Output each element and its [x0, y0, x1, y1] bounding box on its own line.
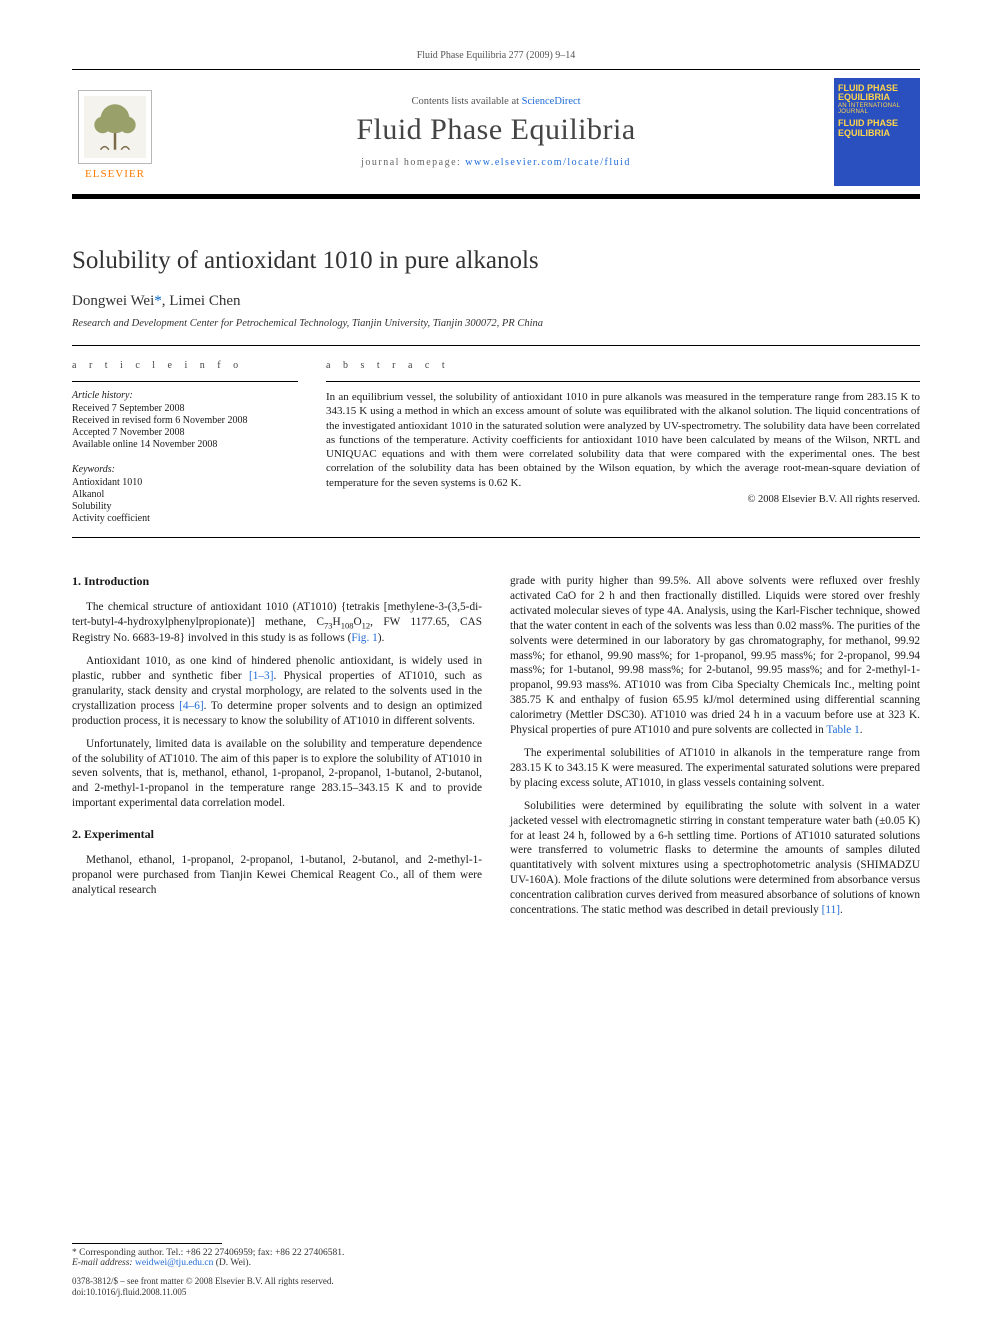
sciencedirect-link[interactable]: ScienceDirect [522, 96, 581, 107]
s1-p1: The chemical structure of antioxidant 10… [72, 600, 482, 646]
cover-title-line2: EQUILIBRIA [838, 93, 916, 102]
col2-p3: Solubilities were determined by equilibr… [510, 799, 920, 918]
s1-p3: Unfortunately, limited data is available… [72, 737, 482, 812]
title-block: Solubility of antioxidant 1010 in pure a… [72, 247, 920, 329]
masthead-center: Contents lists available at ScienceDirec… [158, 96, 834, 168]
keyword-3: Solubility [72, 501, 298, 512]
meta-bottom-rule [72, 537, 920, 538]
col2-p1: grade with purity higher than 99.5%. All… [510, 574, 920, 738]
section-1-head: 1. Introduction [72, 574, 482, 590]
s1-p1-c: ). [378, 632, 385, 644]
corresponding-email-link[interactable]: weidwei@tju.edu.cn [135, 1258, 213, 1268]
contents-available-line: Contents lists available at ScienceDirec… [158, 96, 834, 107]
s2-p1: Methanol, ethanol, 1-propanol, 2-propano… [72, 853, 482, 898]
fig1-link[interactable]: Fig. 1 [351, 632, 377, 644]
history-received: Received 7 September 2008 [72, 403, 298, 414]
s1-p2: Antioxidant 1010, as one kind of hindere… [72, 654, 482, 729]
cover-title-rep2: EQUILIBRIA [838, 129, 916, 138]
journal-homepage-link[interactable]: www.elsevier.com/locate/fluid [465, 157, 631, 168]
ref-4-6-link[interactable]: [4–6] [179, 700, 203, 712]
email-line: E-mail address: weidwei@tju.edu.cn (D. W… [72, 1258, 920, 1268]
s1-p1-m2: O [353, 616, 361, 628]
formula-sub-1: 73 [324, 620, 333, 630]
article-meta-row: a r t i c l e i n f o Article history: R… [72, 360, 920, 525]
corresponding-author-note: * Corresponding author. Tel.: +86 22 274… [72, 1248, 920, 1258]
col2-p3-b: . [840, 904, 843, 916]
ref-1-3-link[interactable]: [1–3] [249, 670, 273, 682]
abstract-copyright: © 2008 Elsevier B.V. All rights reserved… [326, 494, 920, 505]
author-2: , Limei Chen [162, 293, 241, 309]
affiliation: Research and Development Center for Petr… [72, 318, 920, 329]
col2-p3-a: Solubilities were determined by equilibr… [510, 800, 920, 916]
title-bottom-rule [72, 345, 920, 346]
history-online: Available online 14 November 2008 [72, 439, 298, 450]
abstract-head: a b s t r a c t [326, 360, 920, 371]
keyword-4: Activity coefficient [72, 513, 298, 524]
abstract-rule [326, 381, 920, 382]
article-info: a r t i c l e i n f o Article history: R… [72, 360, 298, 525]
doi-line: doi:10.1016/j.fluid.2008.11.005 [72, 1287, 920, 1297]
homepage-prefix: journal homepage: [361, 157, 465, 168]
article-title: Solubility of antioxidant 1010 in pure a… [72, 247, 920, 275]
col2-p1-b: . [860, 724, 863, 736]
history-head: Article history: [72, 390, 298, 401]
keyword-1: Antioxidant 1010 [72, 477, 298, 488]
author-1: Dongwei Wei [72, 293, 154, 309]
keyword-2: Alkanol [72, 489, 298, 500]
publisher-name: ELSEVIER [85, 168, 145, 180]
col2-p1-a: grade with purity higher than 99.5%. All… [510, 575, 920, 736]
corresponding-mark[interactable]: * [154, 293, 162, 309]
history-accepted: Accepted 7 November 2008 [72, 427, 298, 438]
footnote-rule [72, 1243, 222, 1244]
s1-p1-m1: H [333, 616, 341, 628]
thick-rule [72, 194, 920, 199]
table1-link[interactable]: Table 1 [826, 724, 859, 736]
history-revised: Received in revised form 6 November 2008 [72, 415, 298, 426]
email-tail: (D. Wei). [213, 1258, 251, 1268]
elsevier-tree-icon [78, 90, 152, 164]
section-2-head: 2. Experimental [72, 827, 482, 843]
body-columns: 1. Introduction The chemical structure o… [72, 574, 920, 918]
email-label: E-mail address: [72, 1258, 133, 1268]
journal-title: Fluid Phase Equilibria [158, 113, 834, 147]
journal-homepage-line: journal homepage: www.elsevier.com/locat… [158, 157, 834, 168]
author-list: Dongwei Wei*, Limei Chen [72, 293, 920, 310]
running-head: Fluid Phase Equilibria 277 (2009) 9–14 [72, 50, 920, 61]
ref-11-link[interactable]: [11] [822, 904, 840, 916]
formula-sub-2: 108 [341, 620, 354, 630]
formula-sub-3: 12 [362, 620, 371, 630]
article-info-head: a r t i c l e i n f o [72, 360, 298, 371]
abstract-block: a b s t r a c t In an equilibrium vessel… [326, 360, 920, 525]
col2-p2: The experimental solubilities of AT1010 … [510, 746, 920, 791]
page-footer: * Corresponding author. Tel.: +86 22 274… [72, 1243, 920, 1297]
publisher-logo-block: ELSEVIER [72, 84, 158, 180]
cover-subtitle: AN INTERNATIONAL JOURNAL [838, 103, 916, 116]
abstract-text: In an equilibrium vessel, the solubility… [326, 390, 920, 490]
contents-prefix: Contents lists available at [411, 96, 521, 107]
issn-line: 0378-3812/$ – see front matter © 2008 El… [72, 1276, 920, 1286]
masthead: ELSEVIER Contents lists available at Sci… [72, 70, 920, 192]
journal-cover-thumb: FLUID PHASE EQUILIBRIA AN INTERNATIONAL … [834, 78, 920, 186]
info-rule [72, 381, 298, 382]
keywords-head: Keywords: [72, 464, 298, 475]
